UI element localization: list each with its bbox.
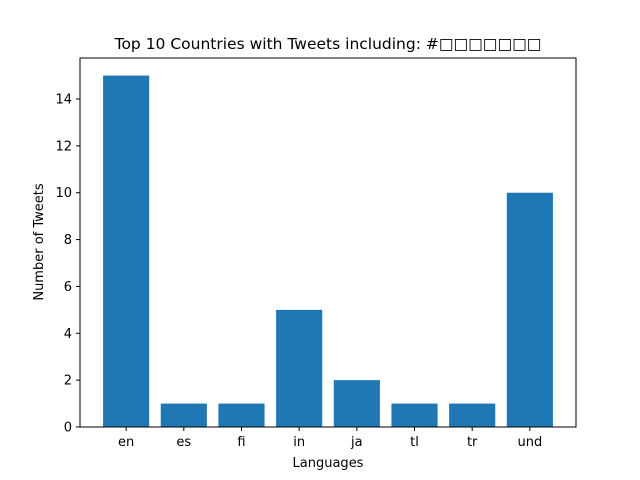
y-tick-label: 0 <box>64 421 72 436</box>
bar-fi <box>218 403 265 427</box>
y-tick-label: 12 <box>55 139 72 154</box>
chart-title: Top 10 Countries with Tweets including: … <box>114 35 542 53</box>
bar-tl <box>391 403 438 427</box>
x-tick-label: in <box>293 435 305 450</box>
y-tick-label: 8 <box>64 233 72 248</box>
x-tick-label: en <box>118 435 134 450</box>
y-tick-label: 4 <box>64 327 72 342</box>
plot-frame <box>79 57 577 428</box>
y-axis-label: Number of Tweets <box>32 183 47 301</box>
y-tick-label: 14 <box>55 93 72 108</box>
bar-ja <box>333 380 380 427</box>
x-tick-label: fi <box>237 435 245 450</box>
x-tick-label: und <box>517 435 542 450</box>
x-axis-label: Languages <box>293 456 364 471</box>
x-tick-label: tr <box>467 435 478 450</box>
bars-group <box>103 75 553 428</box>
y-tick-label: 6 <box>64 280 72 295</box>
x-tick-label: tl <box>410 435 419 450</box>
x-axis-ticks: en es fi in ja tl tr und <box>118 427 542 450</box>
x-tick-label: ja <box>350 435 363 450</box>
y-tick-label: 2 <box>64 374 72 389</box>
bar-es <box>160 403 207 427</box>
y-tick-label: 10 <box>55 186 72 201</box>
y-axis-ticks: 0 2 4 6 8 10 12 14 <box>55 93 80 436</box>
bar-und <box>506 192 553 427</box>
bar-tr <box>449 403 496 427</box>
bar-in <box>276 309 323 427</box>
bar-en <box>103 75 150 428</box>
x-tick-label: es <box>176 435 191 450</box>
